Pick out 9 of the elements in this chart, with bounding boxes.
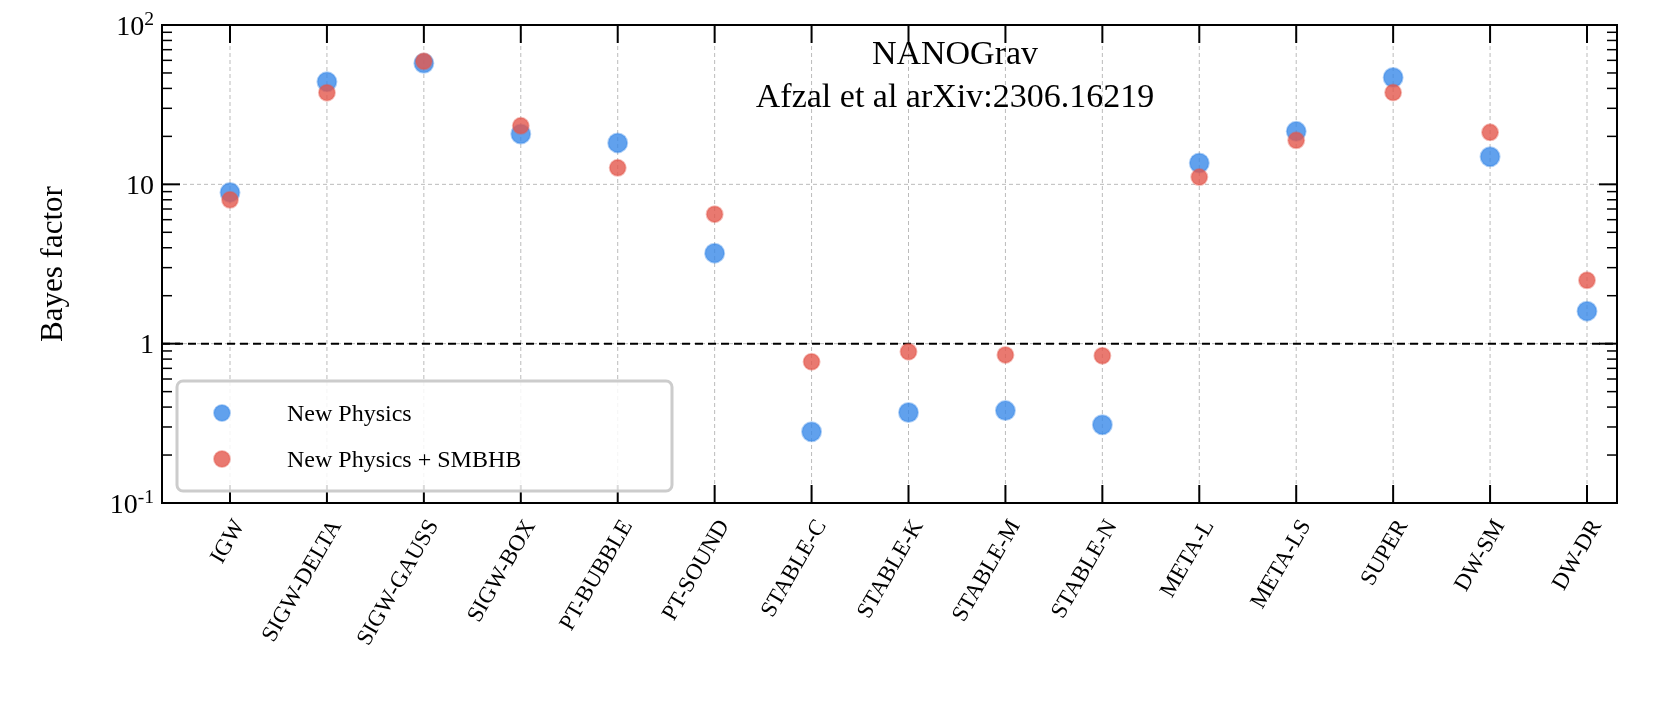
legend-label: New Physics + SMBHB xyxy=(287,446,522,473)
y-tick-label: 1 xyxy=(140,328,154,360)
y-tick-label: 10$^{-1}$ xyxy=(109,485,154,519)
legend-label: New Physics xyxy=(287,400,412,427)
y-axis-title: Bayes factor xyxy=(34,185,69,342)
annotation: NANOGrav xyxy=(871,33,1039,71)
y-tick-label: 10$^{2}$ xyxy=(116,7,154,41)
y-tick-label: 10 xyxy=(126,169,154,201)
annotation: Afzal et al arXiv:2306.16219 xyxy=(755,76,1155,114)
